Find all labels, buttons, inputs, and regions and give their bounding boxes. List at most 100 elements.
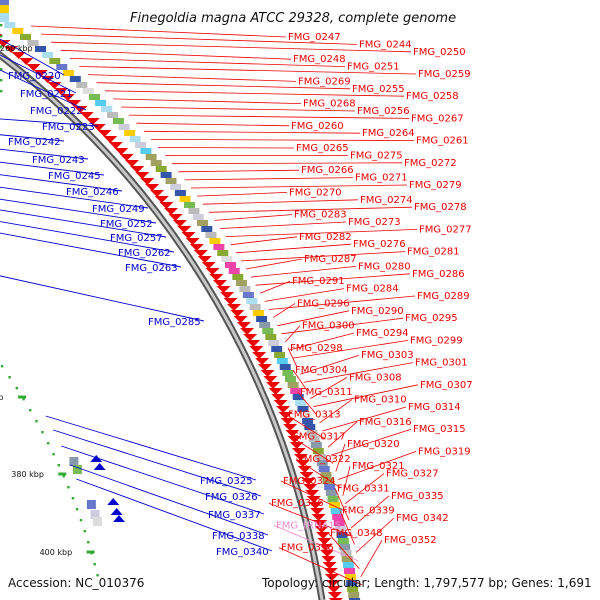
gene-label-minus: FMG_0282 bbox=[299, 232, 352, 243]
minus-strand-gene bbox=[317, 538, 332, 545]
plus-strand-block bbox=[0, 13, 9, 22]
plus-strand-block bbox=[92, 517, 102, 526]
gene-label-plus: FMG_0257 bbox=[110, 233, 163, 244]
gene-label-minus: FMG_0314 bbox=[408, 402, 461, 413]
minus-strand-gene bbox=[311, 514, 326, 521]
plus-strand-block bbox=[72, 465, 82, 474]
minus-strand-gene bbox=[97, 130, 112, 137]
minus-strand-gene bbox=[301, 478, 316, 485]
gene-label-minus: FMG_0303 bbox=[361, 350, 414, 361]
gene-function-block bbox=[35, 46, 46, 52]
leader-line-minus bbox=[338, 451, 417, 480]
leader-line-minus bbox=[70, 58, 346, 67]
minus-strand-gene bbox=[320, 550, 335, 557]
leader-line-minus bbox=[292, 340, 409, 359]
scale-dot bbox=[22, 398, 25, 401]
gene-function-block bbox=[312, 448, 324, 454]
minus-strand-gene bbox=[266, 382, 281, 389]
leader-line-minus bbox=[295, 458, 341, 489]
gene-function-block bbox=[217, 250, 229, 256]
gene-label-minus: FMG_0268 bbox=[303, 99, 356, 110]
leader-line-plus bbox=[0, 221, 175, 253]
gene-function-block bbox=[221, 256, 233, 262]
minus-strand-gene bbox=[310, 508, 325, 515]
gene-label-plus: FMG_0222 bbox=[30, 106, 83, 117]
gene-function-block bbox=[347, 586, 359, 592]
gene-label-plus: FMG_0340 bbox=[216, 547, 269, 558]
leader-line-minus bbox=[87, 74, 297, 82]
leader-line-minus bbox=[41, 33, 358, 45]
scale-dot bbox=[0, 90, 3, 93]
plus-strand-block bbox=[69, 457, 79, 466]
gene-label-rna: FMG_tRNA15 bbox=[276, 520, 341, 531]
gene-function-block bbox=[209, 238, 221, 244]
gene-function-block bbox=[336, 532, 348, 538]
gene-label-minus: FMG_0317 bbox=[293, 432, 346, 443]
gene-function-block bbox=[342, 562, 354, 568]
leader-line-minus bbox=[300, 354, 360, 375]
leader-line-minus bbox=[158, 147, 295, 149]
gene-label-minus: FMG_0315 bbox=[413, 424, 466, 435]
gene-label-minus: FMG_0280 bbox=[358, 261, 411, 272]
gene-function-block bbox=[330, 508, 342, 514]
leader-line-minus bbox=[60, 49, 292, 60]
gene-label-minus: FMG_0277 bbox=[419, 224, 472, 235]
leader-line-minus bbox=[360, 539, 383, 578]
leader-line-minus bbox=[208, 206, 413, 213]
leader-line-minus bbox=[30, 25, 287, 38]
gene-label-plus: FMG_0252 bbox=[100, 219, 153, 230]
minus-strand-gene bbox=[220, 292, 235, 299]
gene-function-block bbox=[69, 76, 81, 82]
gene-function-block bbox=[292, 394, 304, 400]
gene-label-minus: FMG_0310 bbox=[354, 395, 407, 406]
minus-strand-gene bbox=[240, 328, 255, 335]
gene-label-minus: FMG_0319 bbox=[418, 446, 471, 457]
minus-strand-gene bbox=[325, 580, 340, 587]
minus-strand-gene bbox=[0, 40, 11, 47]
gene-label-minus: FMG_0261 bbox=[416, 136, 469, 147]
plus-strand-block bbox=[86, 500, 96, 509]
gene-label-minus: FMG_0283 bbox=[294, 210, 347, 221]
leader-line-minus bbox=[250, 266, 357, 278]
gene-label-plus: FMG_0246 bbox=[66, 187, 119, 198]
gene-function-block bbox=[282, 370, 294, 376]
leader-line-minus bbox=[240, 251, 406, 262]
scale-dot bbox=[8, 376, 11, 379]
gene-label-minus: FMG_0348 bbox=[330, 528, 383, 539]
leader-line-minus bbox=[287, 347, 297, 367]
gene-function-block bbox=[205, 232, 217, 238]
gene-function-block bbox=[192, 214, 204, 220]
leader-line-minus bbox=[268, 502, 353, 537]
scale-dot bbox=[0, 365, 4, 368]
minus-strand-gene bbox=[19, 58, 34, 65]
scale-dot bbox=[83, 530, 86, 533]
gene-function-block bbox=[118, 124, 130, 130]
leader-line-minus bbox=[350, 495, 390, 529]
gene-label-plus: FMG_0338 bbox=[212, 531, 265, 542]
gene-function-block bbox=[63, 70, 75, 76]
leader-line-minus bbox=[339, 510, 355, 545]
minus-strand-gene bbox=[230, 310, 245, 317]
gene-label-minus: FMG_0295 bbox=[405, 313, 458, 324]
gene-label-minus: FMG_0339 bbox=[342, 506, 395, 517]
minus-strand-gene bbox=[278, 412, 293, 419]
minus-strand-gene bbox=[308, 502, 323, 509]
gene-label-minus: FMG_0269 bbox=[298, 76, 351, 87]
minus-strand-gene bbox=[276, 406, 291, 413]
leader-line-minus bbox=[297, 391, 317, 416]
gene-label-minus: FMG_0275 bbox=[350, 150, 403, 161]
leader-line-minus bbox=[202, 199, 359, 205]
leader-line-plus bbox=[45, 415, 257, 481]
gene-label-minus: FMG_0255 bbox=[352, 84, 405, 95]
gene-label-minus: FMG_0291 bbox=[292, 276, 345, 287]
gene-function-block bbox=[271, 346, 283, 352]
gene-label-minus: FMG_0299 bbox=[410, 335, 463, 346]
gene-label-minus: FMG_0258 bbox=[406, 91, 459, 102]
gene-function-block bbox=[297, 406, 309, 412]
gene-function-block bbox=[320, 472, 332, 478]
gene-label-minus: FMG_0260 bbox=[291, 121, 344, 132]
gene-function-block bbox=[325, 490, 337, 496]
gene-function-block bbox=[310, 442, 322, 448]
leader-line-minus bbox=[230, 236, 298, 246]
gene-function-block bbox=[129, 136, 141, 142]
